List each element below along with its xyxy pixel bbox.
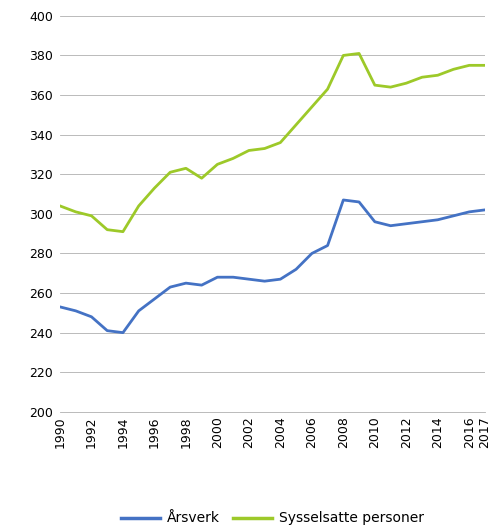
Årsverk: [88, 314, 94, 320]
Sysselsatte personer: [167, 169, 173, 175]
Sysselsatte personer: [404, 80, 409, 87]
Sysselsatte personer: [482, 62, 488, 69]
Sysselsatte personer: [72, 209, 78, 215]
Sysselsatte personer: [466, 62, 472, 69]
Line: Sysselsatte personer: Sysselsatte personer: [60, 53, 485, 232]
Sysselsatte personer: [388, 84, 394, 90]
Sysselsatte personer: [309, 104, 315, 110]
Årsverk: [57, 304, 63, 310]
Årsverk: [152, 296, 158, 302]
Årsverk: [262, 278, 268, 285]
Årsverk: [372, 219, 378, 225]
Sysselsatte personer: [230, 155, 236, 162]
Årsverk: [324, 242, 330, 249]
Sysselsatte personer: [198, 175, 204, 182]
Årsverk: [309, 250, 315, 257]
Årsverk: [230, 274, 236, 280]
Årsverk: [435, 216, 441, 223]
Årsverk: [482, 206, 488, 213]
Sysselsatte personer: [435, 72, 441, 78]
Sysselsatte personer: [340, 52, 346, 59]
Sysselsatte personer: [183, 165, 189, 172]
Sysselsatte personer: [372, 82, 378, 88]
Sysselsatte personer: [324, 86, 330, 92]
Sysselsatte personer: [419, 74, 425, 80]
Årsverk: [293, 266, 299, 272]
Sysselsatte personer: [356, 50, 362, 56]
Årsverk: [183, 280, 189, 286]
Sysselsatte personer: [136, 203, 141, 209]
Årsverk: [136, 308, 141, 314]
Årsverk: [340, 197, 346, 203]
Årsverk: [214, 274, 220, 280]
Årsverk: [388, 223, 394, 229]
Årsverk: [419, 219, 425, 225]
Sysselsatte personer: [152, 185, 158, 191]
Sysselsatte personer: [293, 121, 299, 128]
Sysselsatte personer: [450, 66, 456, 72]
Årsverk: [198, 282, 204, 288]
Årsverk: [120, 329, 126, 336]
Sysselsatte personer: [262, 145, 268, 152]
Årsverk: [167, 284, 173, 290]
Sysselsatte personer: [120, 229, 126, 235]
Årsverk: [104, 327, 110, 334]
Årsverk: [404, 221, 409, 227]
Sysselsatte personer: [104, 227, 110, 233]
Line: Årsverk: Årsverk: [60, 200, 485, 333]
Årsverk: [278, 276, 283, 282]
Sysselsatte personer: [57, 203, 63, 209]
Legend: Årsverk, Sysselsatte personer: Årsverk, Sysselsatte personer: [115, 506, 430, 528]
Sysselsatte personer: [278, 139, 283, 146]
Årsverk: [466, 209, 472, 215]
Sysselsatte personer: [214, 161, 220, 167]
Sysselsatte personer: [88, 213, 94, 219]
Sysselsatte personer: [246, 147, 252, 154]
Årsverk: [246, 276, 252, 282]
Årsverk: [450, 213, 456, 219]
Årsverk: [72, 308, 78, 314]
Årsverk: [356, 199, 362, 205]
